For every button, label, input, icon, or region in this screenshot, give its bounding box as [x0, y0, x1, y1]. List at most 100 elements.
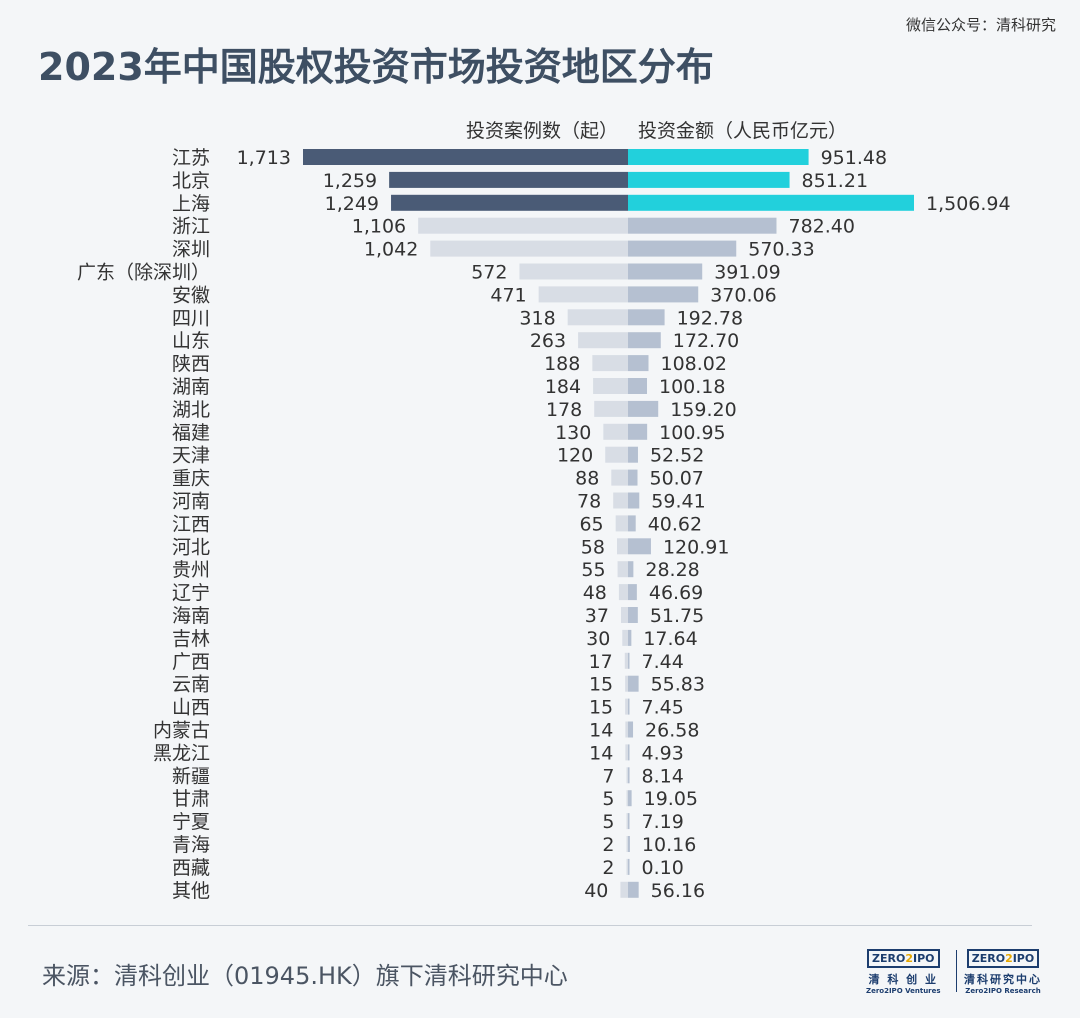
cases-bar: [615, 515, 628, 532]
cases-bar: [625, 744, 628, 761]
cases-bar: [592, 355, 628, 372]
region-label: 重庆: [172, 468, 210, 490]
cases-bar: [625, 675, 628, 692]
amount-value-label: 192.78: [677, 307, 743, 329]
cases-value-label: 1,249: [325, 193, 379, 215]
region-label: 天津: [172, 445, 210, 467]
amount-value-label: 120.91: [663, 536, 729, 558]
amount-bar: [628, 584, 637, 601]
cases-value-label: 1,042: [364, 239, 418, 261]
cases-bar: [613, 492, 628, 509]
amount-value-label: 19.05: [644, 788, 698, 810]
region-label: 湖南: [172, 376, 210, 398]
zero2ipo-research-logo: ZERO2IPO 清科研究中心 Zero2IPO Research: [964, 947, 1042, 995]
amount-value-label: 172.70: [673, 330, 739, 352]
cases-bar: [617, 561, 628, 578]
cases-value-label: 1,259: [323, 170, 377, 192]
cases-bar: [519, 263, 628, 280]
region-label: 内蒙古: [153, 720, 210, 742]
cases-value-label: 65: [579, 513, 603, 535]
cases-value-label: 15: [589, 674, 613, 696]
amount-value-label: 46.69: [649, 582, 703, 604]
amount-bar: [628, 400, 659, 417]
cases-value-label: 7: [602, 765, 614, 787]
amount-bar: [628, 355, 649, 372]
amount-value-label: 570.33: [748, 239, 814, 261]
cases-value-label: 58: [581, 536, 605, 558]
amount-bar: [628, 263, 703, 280]
amount-value-label: 159.20: [670, 399, 736, 421]
cases-bar: [625, 721, 628, 738]
cases-bar: [618, 584, 628, 601]
region-label: 新疆: [172, 765, 210, 787]
cases-value-label: 318: [519, 307, 555, 329]
amount-value-label: 7.44: [642, 651, 684, 673]
cases-bar: [611, 469, 628, 486]
amount-bar: [628, 217, 777, 234]
cases-bar: [593, 378, 628, 394]
cases-bar: [578, 332, 628, 349]
amount-bar: [628, 675, 639, 692]
region-label: 安徽: [172, 284, 210, 306]
amount-bar: [628, 423, 648, 440]
amount-bar: [628, 538, 651, 555]
cases-value-label: 17: [589, 651, 613, 673]
region-label: 贵州: [172, 559, 210, 581]
amount-bar: [628, 561, 634, 578]
cases-value-label: 37: [585, 605, 609, 627]
region-label: 山东: [172, 330, 210, 352]
cases-value-label: 178: [546, 399, 582, 421]
cases-bar: [303, 149, 628, 165]
cases-bar: [626, 813, 628, 830]
amount-value-label: 782.40: [788, 216, 854, 238]
cases-bar: [603, 423, 628, 440]
cases-bar: [567, 309, 628, 326]
cases-bar: [418, 217, 628, 234]
cases-bar: [622, 629, 628, 646]
cases-value-label: 2: [602, 857, 614, 879]
amount-value-label: 56.16: [651, 880, 705, 902]
amount-bar: [628, 744, 630, 761]
region-label: 海南: [172, 605, 210, 627]
amount-value-label: 50.07: [650, 468, 704, 490]
cases-bar: [538, 286, 628, 303]
amount-value-label: 391.09: [714, 262, 780, 284]
cases-value-label: 30: [586, 628, 610, 650]
amount-value-label: 26.58: [645, 720, 699, 742]
amount-value-label: 4.93: [642, 742, 684, 764]
amount-value-label: 100.95: [659, 422, 725, 444]
cases-value-label: 14: [589, 720, 613, 742]
cases-bar: [620, 607, 628, 623]
series-header-amount: 投资金额（人民币亿元）: [638, 120, 847, 142]
cases-bar: [626, 836, 628, 852]
region-label: 四川: [172, 307, 210, 329]
amount-bar: [628, 515, 636, 532]
region-label: 青海: [172, 834, 210, 856]
amount-bar: [628, 698, 630, 715]
series-header-cases: 投资案例数（起）: [466, 120, 618, 142]
cases-value-label: 40: [584, 880, 608, 902]
amount-bar: [628, 309, 665, 326]
cases-value-label: 263: [530, 330, 566, 352]
amount-bar: [628, 469, 638, 486]
region-label: 江苏: [172, 147, 210, 169]
region-label: 吉林: [172, 628, 210, 650]
cases-bar: [594, 400, 628, 417]
amount-bar: [628, 378, 648, 394]
amount-bar: [628, 240, 737, 257]
cases-bar: [626, 767, 628, 784]
region-label: 黑龙江: [153, 742, 210, 764]
cases-value-label: 14: [589, 742, 613, 764]
cases-value-label: 1,713: [237, 147, 291, 169]
region-label: 宁夏: [172, 811, 210, 833]
amount-bar: [628, 881, 639, 898]
amount-bar: [628, 813, 630, 830]
region-label: 北京: [172, 170, 210, 192]
cases-value-label: 15: [589, 697, 613, 719]
amount-value-label: 8.14: [642, 765, 684, 787]
amount-value-label: 17.64: [643, 628, 697, 650]
amount-bar: [628, 332, 661, 349]
amount-value-label: 7.19: [642, 811, 684, 833]
amount-value-label: 7.45: [642, 697, 684, 719]
footer-divider: [28, 925, 1032, 926]
